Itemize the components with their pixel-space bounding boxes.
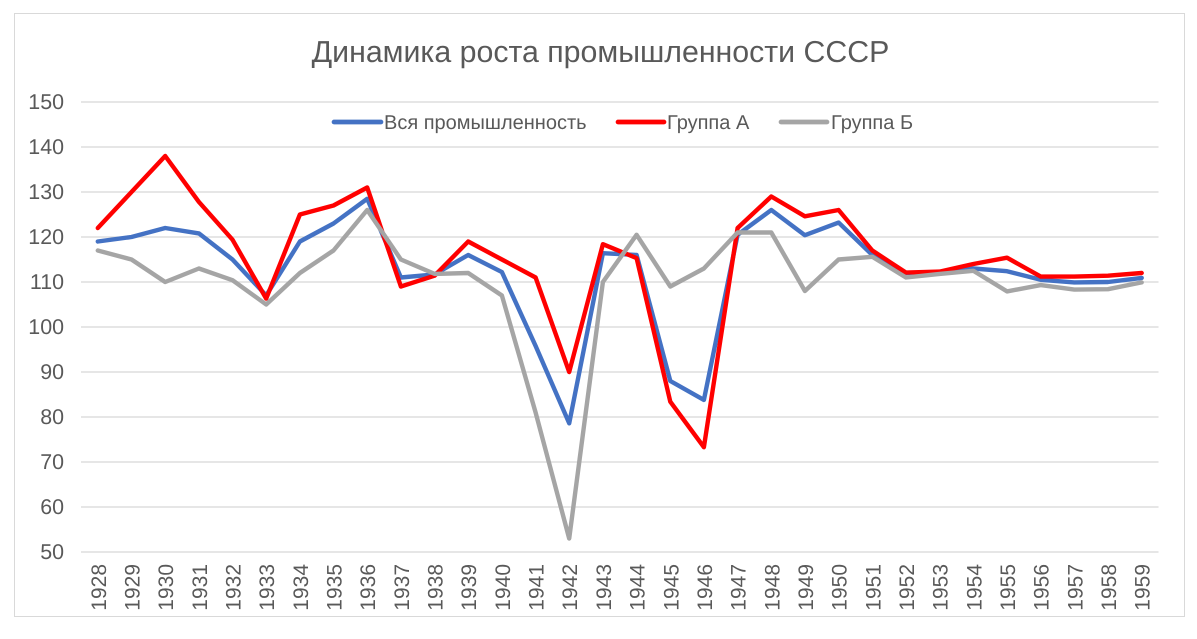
svg-text:1934: 1934 — [290, 564, 313, 611]
svg-text:70: 70 — [40, 450, 64, 474]
svg-text:1956: 1956 — [1031, 564, 1054, 611]
svg-text:120: 120 — [28, 225, 64, 249]
svg-text:1928: 1928 — [88, 564, 111, 611]
svg-text:1950: 1950 — [829, 564, 852, 611]
svg-text:90: 90 — [40, 360, 64, 384]
svg-text:1959: 1959 — [1132, 564, 1155, 611]
svg-text:1935: 1935 — [324, 564, 347, 611]
svg-text:1931: 1931 — [189, 564, 212, 611]
svg-text:1940: 1940 — [492, 564, 515, 611]
svg-text:1939: 1939 — [458, 564, 481, 611]
svg-text:Вся промышленность: Вся промышленность — [384, 112, 587, 134]
svg-text:1937: 1937 — [391, 564, 414, 611]
svg-text:1953: 1953 — [930, 564, 953, 611]
svg-text:1954: 1954 — [963, 564, 986, 611]
svg-text:60: 60 — [40, 495, 64, 519]
svg-text:1947: 1947 — [728, 564, 751, 611]
svg-text:50: 50 — [40, 540, 64, 564]
svg-text:1943: 1943 — [593, 564, 616, 611]
svg-text:Динамика роста промышленности: Динамика роста промышленности СССР — [312, 36, 890, 69]
svg-text:1955: 1955 — [997, 564, 1020, 611]
svg-text:1942: 1942 — [559, 564, 582, 611]
svg-text:Группа Б: Группа Б — [831, 112, 913, 134]
svg-text:140: 140 — [28, 135, 64, 159]
svg-text:1941: 1941 — [526, 564, 549, 611]
svg-text:80: 80 — [40, 405, 64, 429]
svg-text:1948: 1948 — [761, 564, 784, 611]
svg-text:130: 130 — [28, 180, 64, 204]
svg-text:1958: 1958 — [1098, 564, 1121, 611]
svg-text:1944: 1944 — [627, 564, 650, 611]
svg-text:1938: 1938 — [425, 564, 448, 611]
svg-text:1929: 1929 — [122, 564, 145, 611]
svg-text:1957: 1957 — [1064, 564, 1087, 611]
svg-text:1952: 1952 — [896, 564, 919, 611]
svg-text:1932: 1932 — [223, 564, 246, 611]
svg-text:1946: 1946 — [694, 564, 717, 611]
svg-text:1930: 1930 — [155, 564, 178, 611]
svg-text:1936: 1936 — [357, 564, 380, 611]
svg-text:1949: 1949 — [795, 564, 818, 611]
svg-text:Группа А: Группа А — [667, 112, 750, 134]
svg-text:1951: 1951 — [862, 564, 885, 611]
svg-text:100: 100 — [28, 315, 64, 339]
svg-text:150: 150 — [28, 90, 64, 114]
svg-text:110: 110 — [30, 270, 64, 294]
svg-text:1945: 1945 — [660, 564, 683, 611]
svg-text:1933: 1933 — [256, 564, 279, 611]
